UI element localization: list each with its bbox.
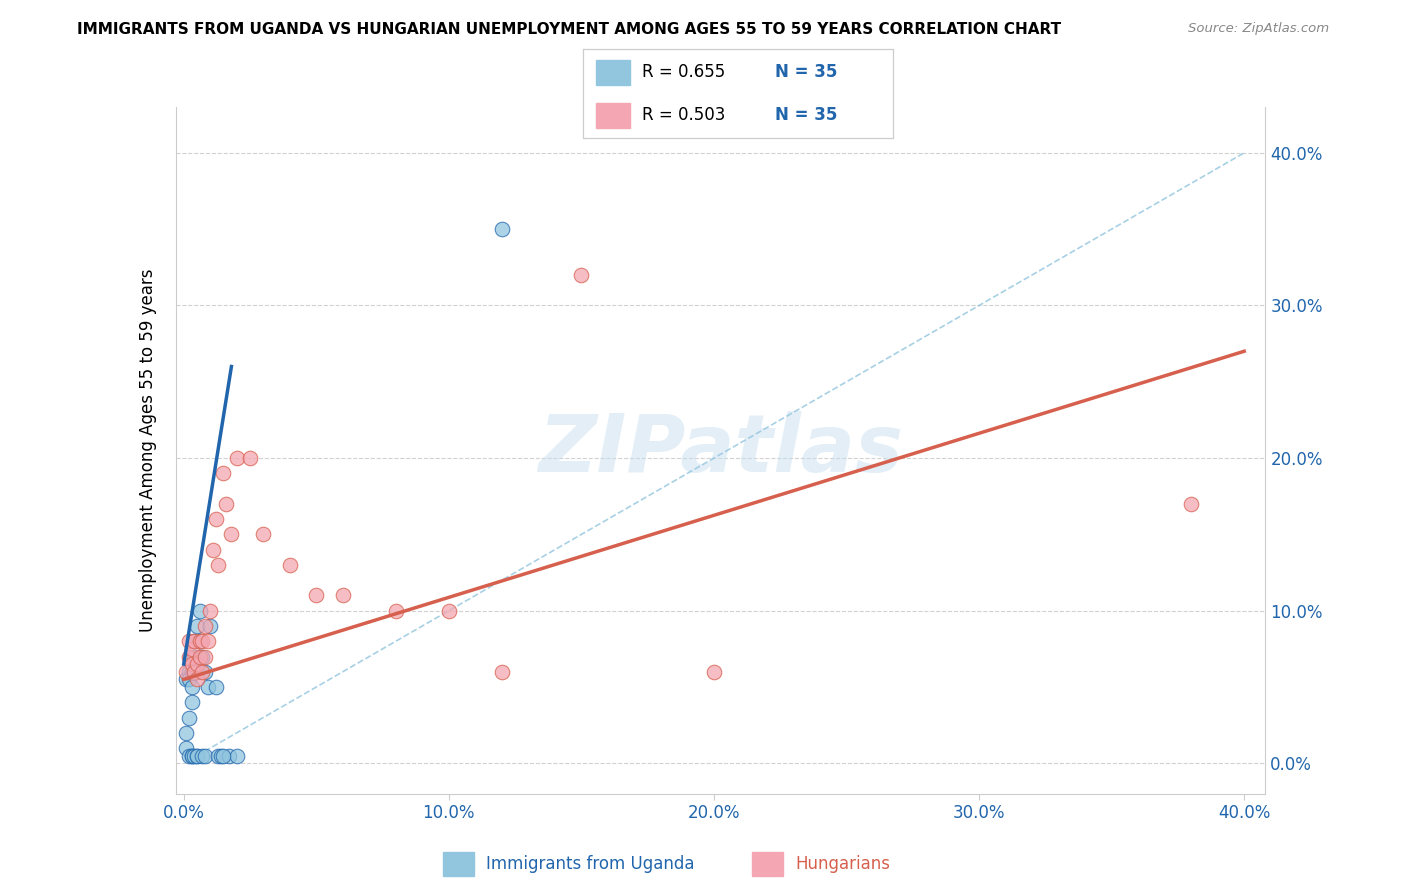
- Point: [180, 680, 202, 694]
- Point: [221, 527, 243, 541]
- Bar: [443, 853, 474, 876]
- Text: ZIPatlas: ZIPatlas: [538, 411, 903, 490]
- Point: [183, 634, 205, 648]
- Point: [180, 665, 202, 679]
- Point: [176, 741, 198, 756]
- Point: [437, 604, 460, 618]
- Point: [191, 634, 214, 648]
- Text: N = 35: N = 35: [775, 106, 838, 124]
- Point: [197, 634, 219, 648]
- Point: [183, 665, 205, 679]
- Point: [204, 512, 226, 526]
- Point: [177, 649, 200, 664]
- Point: [200, 604, 222, 618]
- Bar: [596, 60, 630, 85]
- Point: [176, 665, 198, 679]
- Point: [188, 604, 211, 618]
- Point: [183, 665, 205, 679]
- Point: [200, 619, 222, 633]
- Point: [252, 527, 274, 541]
- Text: IMMIGRANTS FROM UGANDA VS HUNGARIAN UNEMPLOYMENT AMONG AGES 55 TO 59 YEARS CORRE: IMMIGRANTS FROM UGANDA VS HUNGARIAN UNEM…: [77, 22, 1062, 37]
- Point: [204, 680, 226, 694]
- Point: [186, 657, 208, 672]
- Point: [188, 649, 211, 664]
- Point: [183, 649, 205, 664]
- Point: [177, 748, 200, 763]
- Point: [186, 748, 208, 763]
- Point: [215, 497, 238, 511]
- Point: [209, 748, 232, 763]
- Point: [186, 619, 208, 633]
- Point: [278, 558, 301, 572]
- Point: [207, 748, 229, 763]
- Point: [177, 673, 200, 687]
- Point: [491, 665, 513, 679]
- Point: [207, 558, 229, 572]
- Point: [201, 542, 224, 557]
- Point: [703, 665, 725, 679]
- Point: [180, 748, 202, 763]
- Bar: [596, 103, 630, 128]
- Point: [194, 649, 217, 664]
- Point: [571, 268, 593, 282]
- Point: [225, 451, 247, 466]
- Point: [183, 634, 205, 648]
- Point: [305, 589, 328, 603]
- Y-axis label: Unemployment Among Ages 55 to 59 years: Unemployment Among Ages 55 to 59 years: [139, 268, 157, 632]
- Point: [177, 665, 200, 679]
- Text: R = 0.503: R = 0.503: [643, 106, 725, 124]
- Point: [186, 748, 208, 763]
- Point: [180, 657, 202, 672]
- Point: [180, 695, 202, 709]
- Point: [186, 665, 208, 679]
- Point: [197, 680, 219, 694]
- Point: [194, 619, 217, 633]
- Point: [176, 726, 198, 740]
- Text: Hungarians: Hungarians: [796, 855, 891, 873]
- Text: Immigrants from Uganda: Immigrants from Uganda: [486, 855, 695, 873]
- Point: [491, 222, 513, 236]
- Point: [212, 467, 235, 481]
- Point: [212, 748, 235, 763]
- Point: [191, 748, 214, 763]
- Text: N = 35: N = 35: [775, 63, 838, 81]
- Point: [332, 589, 354, 603]
- Point: [191, 649, 214, 664]
- Point: [188, 634, 211, 648]
- Point: [186, 673, 208, 687]
- Text: Source: ZipAtlas.com: Source: ZipAtlas.com: [1188, 22, 1329, 36]
- Point: [194, 748, 217, 763]
- Bar: [752, 853, 783, 876]
- Point: [180, 641, 202, 656]
- Point: [385, 604, 408, 618]
- Point: [225, 748, 247, 763]
- Point: [239, 451, 262, 466]
- Point: [1180, 497, 1202, 511]
- Point: [177, 634, 200, 648]
- Point: [188, 634, 211, 648]
- Point: [191, 665, 214, 679]
- Point: [180, 748, 202, 763]
- Text: R = 0.655: R = 0.655: [643, 63, 725, 81]
- Point: [194, 665, 217, 679]
- Point: [218, 748, 240, 763]
- Point: [176, 673, 198, 687]
- Point: [177, 710, 200, 724]
- Point: [183, 748, 205, 763]
